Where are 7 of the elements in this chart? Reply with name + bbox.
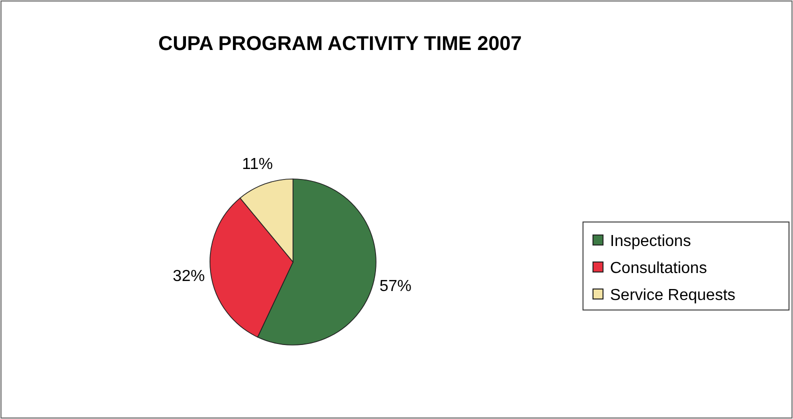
data-label: 11% — [242, 156, 273, 174]
chart-title: CUPA PROGRAM ACTIVITY TIME 2007 — [158, 33, 522, 55]
legend-label: Service Requests — [610, 287, 736, 304]
legend-label: Consultations — [610, 260, 707, 277]
data-label: 32% — [172, 268, 205, 286]
legend-label: Inspections — [610, 233, 691, 250]
data-label: 57% — [379, 278, 412, 295]
